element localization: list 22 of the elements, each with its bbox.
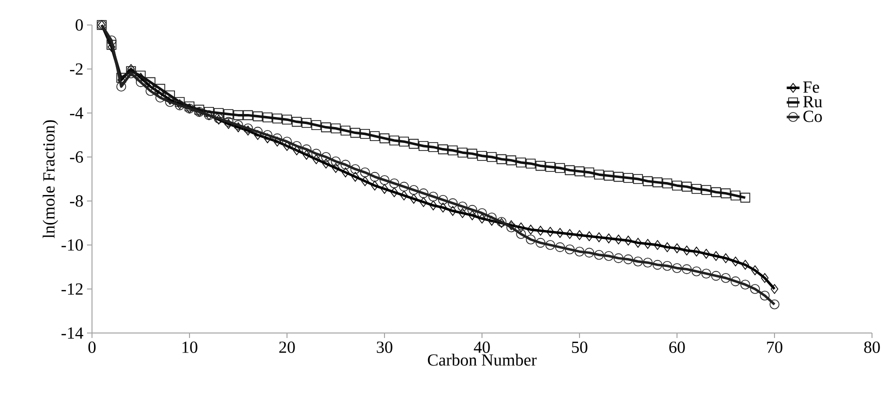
legend-label: Ru [803, 96, 822, 108]
x-tick-label: 60 [669, 342, 685, 353]
x-tick-label: 80 [864, 342, 880, 353]
y-tick-label: -8 [70, 195, 83, 207]
x-tick-label: 40 [474, 342, 490, 353]
y-tick-label: 0 [76, 19, 83, 31]
y-tick-label: -10 [62, 239, 83, 251]
x-axis-title: Carbon Number [428, 354, 537, 366]
y-tick-label: -14 [62, 327, 84, 339]
x-tick-label: 10 [182, 342, 198, 353]
x-tick-label: 70 [767, 342, 782, 353]
y-tick-label: -12 [62, 283, 83, 295]
y-axis-title: ln(mole Fraction) [42, 120, 58, 238]
legend-label: Co [803, 110, 822, 122]
x-tick-label: 50 [572, 342, 588, 353]
x-tick-label: 30 [376, 342, 392, 353]
legend-label: Fe [803, 82, 820, 93]
x-tick-label: 0 [88, 342, 96, 353]
x-tick-label: 20 [279, 342, 295, 353]
y-tick-label: -2 [70, 63, 83, 75]
y-tick-label: -6 [70, 151, 83, 163]
y-tick-label: -4 [70, 107, 84, 119]
